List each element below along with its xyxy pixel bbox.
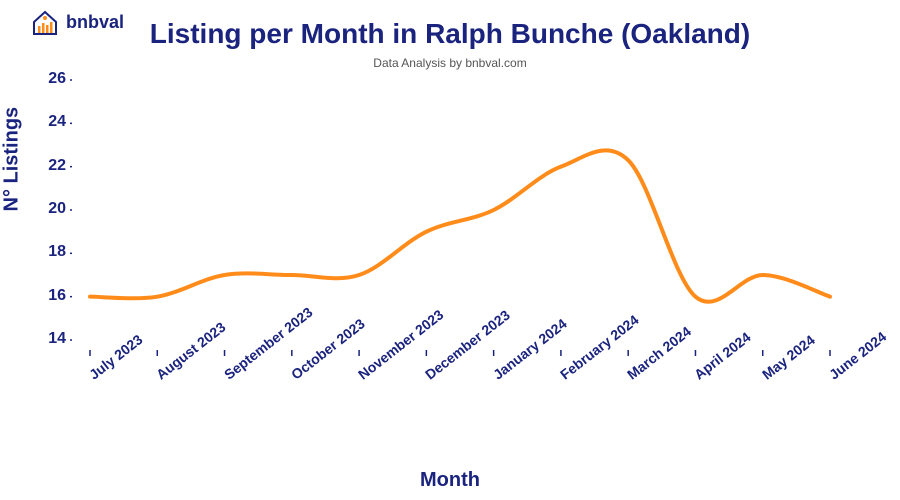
chart-title: Listing per Month in Ralph Bunche (Oakla… xyxy=(0,18,900,50)
x-axis-label: Month xyxy=(0,469,900,492)
data-line xyxy=(90,150,830,301)
y-tick-label: 14 xyxy=(36,330,66,348)
y-tick-label: 24 xyxy=(36,113,66,131)
y-tick-label: 18 xyxy=(36,243,66,261)
y-tick-label: 22 xyxy=(36,157,66,175)
y-tick-label: 26 xyxy=(36,70,66,88)
y-tick-label: 16 xyxy=(36,287,66,305)
y-tick-label: 20 xyxy=(36,200,66,218)
chart-subtitle: Data Analysis by bnbval.com xyxy=(0,56,900,70)
y-axis-label: N° Listings xyxy=(1,107,24,212)
